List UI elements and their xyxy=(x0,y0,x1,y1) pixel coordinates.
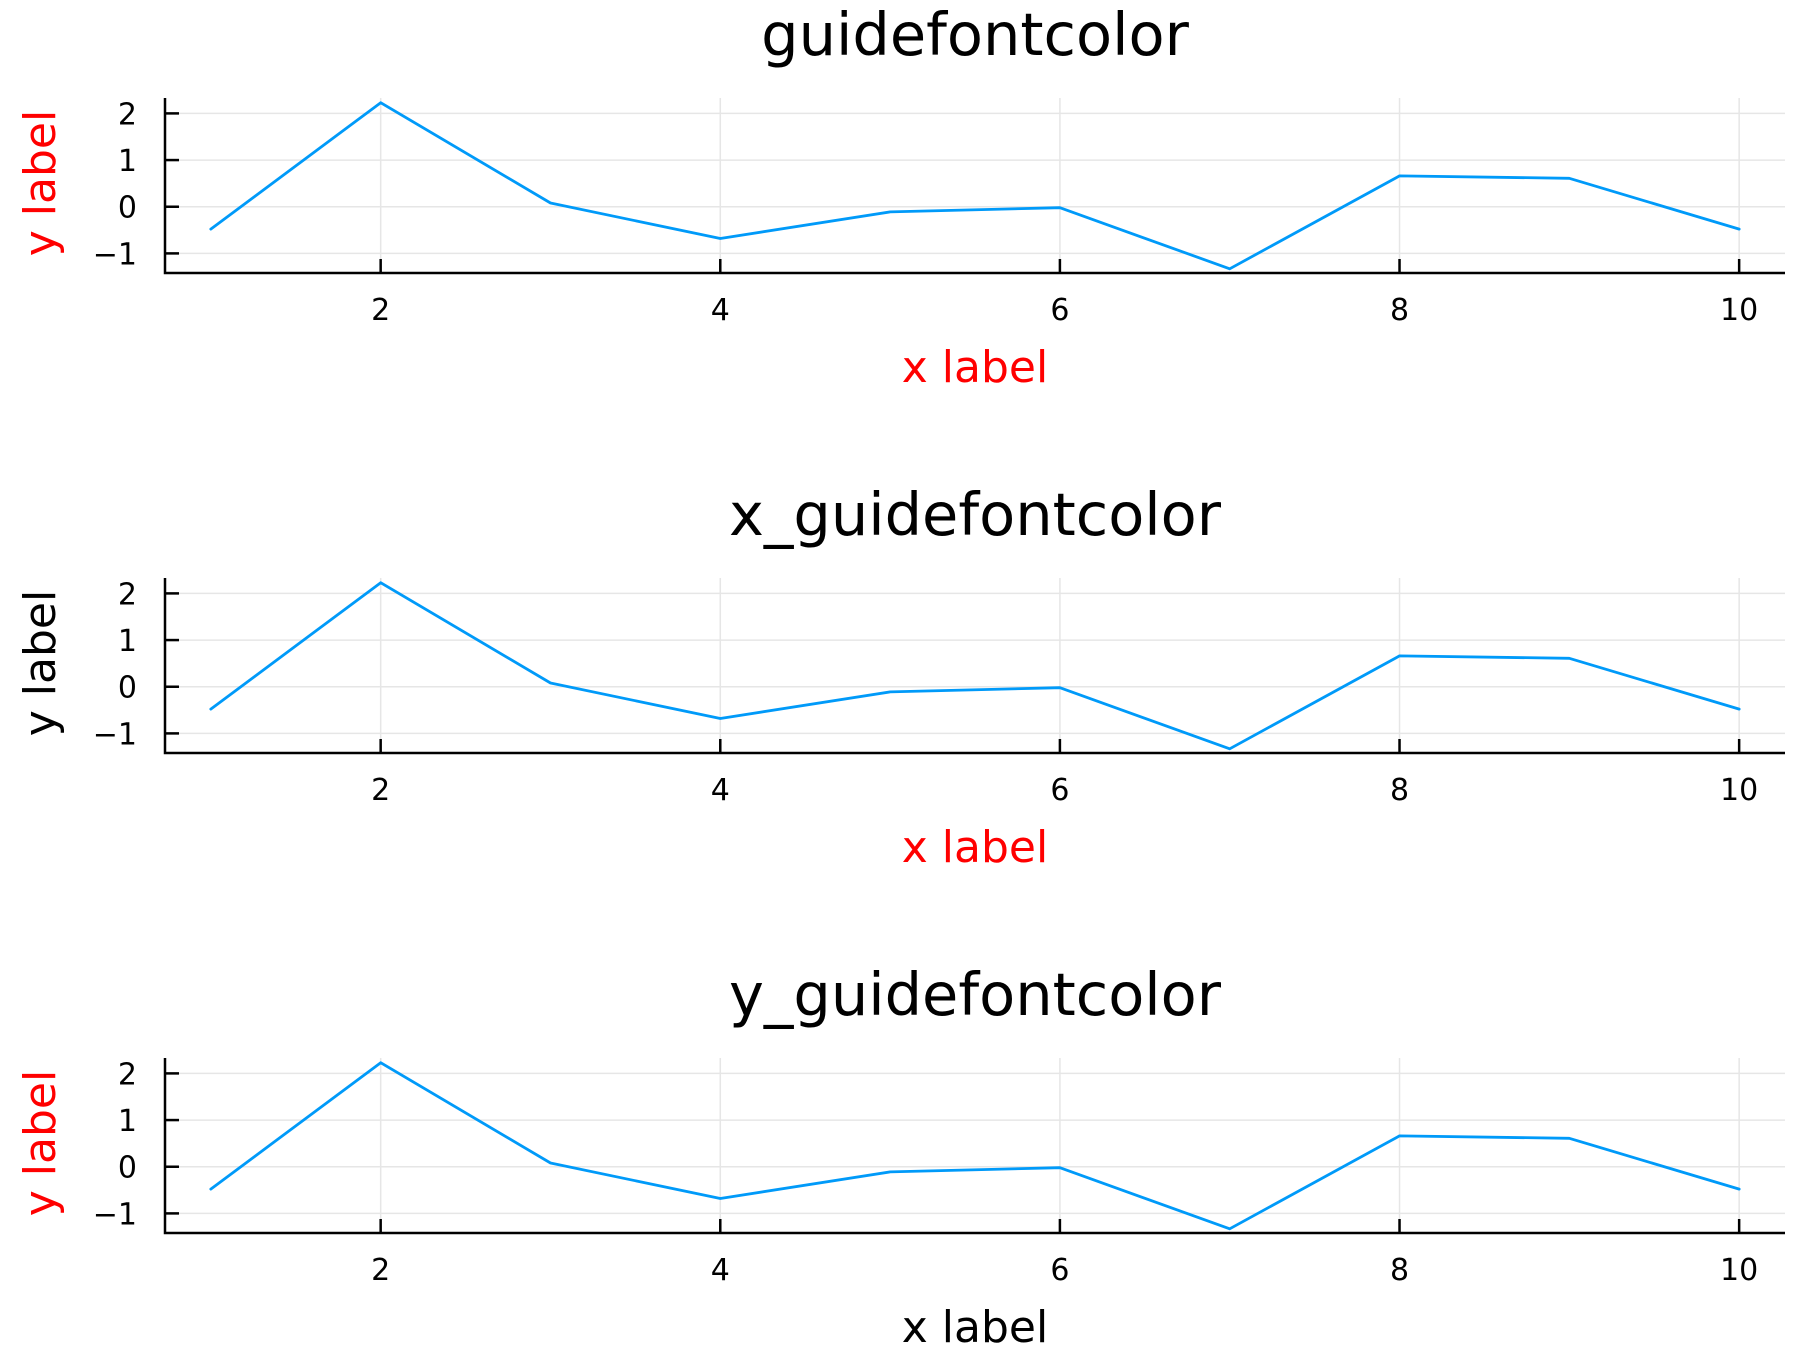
x-tick-label: 10 xyxy=(1720,1253,1758,1288)
series-line xyxy=(209,101,1741,271)
x-tick-label: 2 xyxy=(371,1253,390,1288)
plot-area: 2 4 6 8 10 −1 0 1 2 xyxy=(93,577,1785,808)
x-tick-label: 6 xyxy=(1050,773,1069,808)
y-tick-label: 2 xyxy=(118,577,137,612)
x-axis-label: x label xyxy=(902,1302,1048,1350)
x-tick-label: 2 xyxy=(371,773,390,808)
y-axis-label: y label xyxy=(15,110,66,256)
x-tick-label: 4 xyxy=(711,293,730,328)
y-tick-label: −1 xyxy=(93,237,137,272)
axis-spine xyxy=(163,98,1785,275)
y-tick-label: 0 xyxy=(118,671,137,706)
y-tick-label: 1 xyxy=(118,624,137,659)
x-tick-label: 4 xyxy=(711,773,730,808)
x-tick-label: 6 xyxy=(1050,293,1069,328)
y-axis-label: y label xyxy=(15,1070,66,1216)
y-tick-label: −1 xyxy=(93,717,137,752)
subplot-title: y_guidefontcolor xyxy=(729,960,1222,1029)
axis-spine xyxy=(163,1058,1785,1235)
subplot-y-guidefontcolor: 2 4 6 8 10 −1 0 1 2 y_guidefontcolor x label y l… xyxy=(15,960,1785,1350)
axis-spine xyxy=(163,578,1785,755)
subplot-x-guidefontcolor: 2 4 6 8 10 −1 0 1 2 x_guidefontcolor x label y l… xyxy=(15,480,1785,873)
subplot-title: guidefontcolor xyxy=(761,0,1189,69)
series-line xyxy=(209,1061,1741,1231)
x-tick-label: 8 xyxy=(1390,293,1409,328)
y-tick-label: 0 xyxy=(118,191,137,226)
x-tick-label: 4 xyxy=(711,1253,730,1288)
x-tick-label: 8 xyxy=(1390,773,1409,808)
x-tick-label: 8 xyxy=(1390,1253,1409,1288)
y-tick-label: 2 xyxy=(118,1057,137,1092)
plot-area: 2 4 6 8 10 −1 0 1 2 xyxy=(93,1057,1785,1288)
series-line xyxy=(209,581,1741,751)
y-tick-label: 0 xyxy=(118,1151,137,1186)
y-tick-label: 2 xyxy=(118,97,137,132)
x-tick-label: 10 xyxy=(1720,293,1758,328)
plot-area: 2 4 6 8 10 −1 0 1 2 xyxy=(93,97,1785,328)
x-axis-label: x label xyxy=(902,342,1048,393)
y-tick-label: 1 xyxy=(118,144,137,179)
subplot-guidefontcolor: 2 4 6 8 10 −1 0 1 2 guidefontcolor x label y lab… xyxy=(15,0,1785,393)
x-tick-label: 10 xyxy=(1720,773,1758,808)
y-tick-label: −1 xyxy=(93,1197,137,1232)
x-axis-label: x label xyxy=(902,822,1048,873)
y-axis-label: y label xyxy=(15,590,66,736)
x-tick-label: 6 xyxy=(1050,1253,1069,1288)
subplot-title: x_guidefontcolor xyxy=(729,480,1222,549)
x-tick-label: 2 xyxy=(371,293,390,328)
y-tick-label: 1 xyxy=(118,1104,137,1139)
